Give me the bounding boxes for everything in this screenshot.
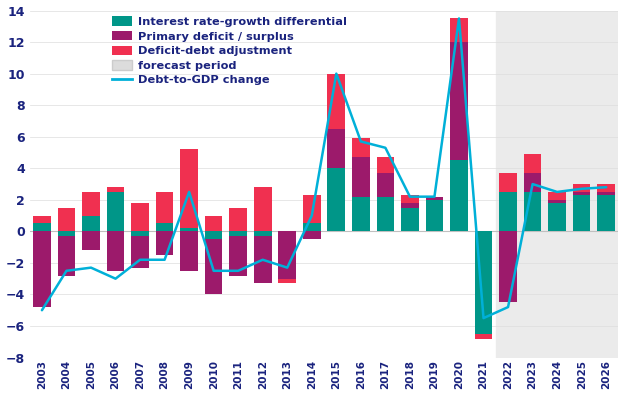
Bar bbox=[496, 11, 618, 357]
Bar bbox=[131, 231, 149, 236]
Bar bbox=[524, 173, 542, 192]
Bar bbox=[328, 73, 345, 129]
Bar bbox=[278, 279, 296, 284]
Bar bbox=[328, 168, 345, 231]
Bar bbox=[107, 231, 124, 271]
Bar bbox=[107, 187, 124, 192]
Bar bbox=[597, 192, 615, 195]
Bar bbox=[33, 224, 51, 231]
Bar bbox=[205, 216, 223, 231]
Bar bbox=[57, 236, 76, 276]
Bar bbox=[180, 231, 198, 271]
Bar bbox=[131, 236, 149, 268]
Bar bbox=[352, 157, 369, 197]
Bar bbox=[376, 197, 394, 231]
Bar bbox=[475, 334, 492, 339]
Bar bbox=[499, 173, 517, 192]
Bar bbox=[401, 203, 419, 208]
Bar bbox=[450, 19, 468, 42]
Bar bbox=[573, 184, 590, 192]
Bar bbox=[328, 129, 345, 168]
Bar bbox=[548, 200, 566, 203]
Bar bbox=[303, 195, 321, 224]
Bar bbox=[450, 42, 468, 160]
Bar bbox=[33, 231, 51, 307]
Bar bbox=[499, 231, 517, 302]
Bar bbox=[107, 192, 124, 231]
Bar bbox=[230, 236, 247, 276]
Bar bbox=[156, 192, 173, 224]
Bar bbox=[254, 187, 271, 231]
Bar bbox=[303, 224, 321, 231]
Bar bbox=[376, 173, 394, 197]
Bar bbox=[131, 203, 149, 231]
Bar bbox=[180, 228, 198, 231]
Bar bbox=[499, 192, 517, 231]
Bar bbox=[205, 239, 223, 294]
Bar bbox=[401, 195, 419, 203]
Bar bbox=[475, 231, 492, 334]
Bar bbox=[254, 236, 271, 284]
Bar bbox=[450, 160, 468, 231]
Bar bbox=[82, 216, 100, 231]
Bar bbox=[33, 216, 51, 224]
Bar bbox=[156, 231, 173, 255]
Bar bbox=[524, 154, 542, 173]
Bar bbox=[376, 157, 394, 173]
Bar bbox=[278, 231, 296, 279]
Bar bbox=[57, 231, 76, 236]
Bar bbox=[57, 208, 76, 231]
Bar bbox=[205, 231, 223, 239]
Bar bbox=[230, 231, 247, 236]
Bar bbox=[82, 231, 100, 250]
Bar bbox=[254, 231, 271, 236]
Bar bbox=[401, 208, 419, 231]
Bar bbox=[573, 195, 590, 231]
Bar bbox=[352, 138, 369, 157]
Bar bbox=[524, 192, 542, 231]
Bar bbox=[180, 149, 198, 228]
Bar bbox=[426, 200, 443, 231]
Bar bbox=[548, 203, 566, 231]
Bar bbox=[156, 224, 173, 231]
Bar bbox=[352, 197, 369, 231]
Bar bbox=[548, 192, 566, 200]
Bar bbox=[82, 192, 100, 216]
Bar bbox=[597, 184, 615, 192]
Bar bbox=[230, 208, 247, 231]
Bar bbox=[573, 192, 590, 195]
Bar bbox=[597, 195, 615, 231]
Bar bbox=[426, 197, 443, 200]
Bar bbox=[303, 231, 321, 239]
Legend: Interest rate-growth differential, Primary deficit / surplus, Deficit-debt adjus: Interest rate-growth differential, Prima… bbox=[112, 16, 347, 85]
